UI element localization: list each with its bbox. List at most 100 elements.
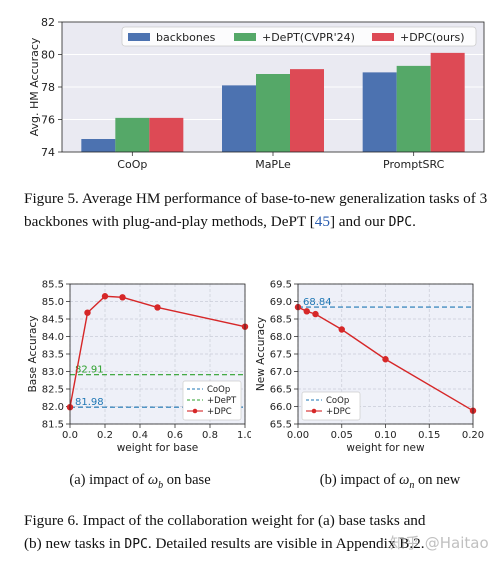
- data-point: [84, 309, 91, 316]
- ytick-label: 82.5: [42, 385, 64, 396]
- figure6-caption-tail: Appendix B.2.: [335, 534, 425, 552]
- bar-maple-2: [290, 69, 324, 152]
- legend-label: CoOp: [207, 385, 230, 395]
- figure6b-chart: 0.00 0.05 0.10 0.15 0.20 65.5 66.0 66.5 67.0 67.5…: [255, 280, 484, 455]
- legend-label: +DPC: [207, 407, 232, 417]
- data-point: [338, 326, 345, 333]
- plot-border: [61, 21, 485, 153]
- xtick-label: 0.8: [202, 430, 218, 441]
- ytick-label: 78: [41, 81, 55, 94]
- plot-border: [297, 283, 474, 425]
- data-point: [303, 308, 310, 315]
- xtick-label: 0.05: [331, 430, 353, 441]
- ytick-label: 68.5: [270, 315, 292, 326]
- legend-label: +DPC(ours): [400, 31, 465, 44]
- xtick-label: CoOp: [117, 158, 147, 171]
- figure6-caption-line2b: . Detailed results are visible in: [147, 534, 336, 552]
- xtick-label: PromptSRC: [383, 158, 445, 171]
- legend-swatch: [234, 33, 256, 41]
- figure5-caption-text: Average HM performance of base-to-new ge…: [24, 190, 488, 230]
- ytick-label: 85.0: [42, 297, 64, 308]
- ytick-label: 84.5: [42, 315, 64, 326]
- y-axis-label: New Accuracy: [255, 317, 267, 391]
- ytick-label: 76: [41, 114, 55, 127]
- figure6a-subcaption: (a) impact of ωb on base: [40, 472, 240, 491]
- legend-box: [182, 380, 242, 421]
- subcap-b-suffix: on new: [414, 472, 461, 488]
- hline-value-label: 81.98: [75, 397, 104, 408]
- xtick-label: MaPLe: [255, 158, 291, 171]
- figure5-caption-text2: ] and our: [329, 212, 389, 230]
- data-point: [119, 294, 126, 301]
- legend-label: +DPC: [326, 407, 351, 417]
- subcap-a-suffix: on base: [163, 472, 211, 488]
- figure5-caption-code: DPC: [388, 214, 413, 230]
- figure6a-chart: 0.0 0.2 0.4 0.6 0.8 1.0 81.5 82.0 82.5 83.0 83.5 84…: [27, 280, 251, 455]
- ytick-label: 85.5: [42, 280, 64, 291]
- bar-promptsrc-1: [396, 65, 431, 152]
- figure5-chart: 74 76 78 80 82 CoOp MaPLe PromptSRC Avg. HM Accu…: [28, 16, 485, 171]
- ytick-label: 82.0: [42, 402, 64, 413]
- legend: backbones +DePT(CVPR'24) +DPC(ours): [121, 26, 477, 47]
- y-axis-label: Avg. HM Accuracy: [28, 37, 41, 136]
- xtick-label: 0.20: [462, 430, 484, 441]
- legend: CoOp+DePT+DPC: [182, 380, 242, 421]
- legend: CoOp+DPC: [301, 391, 361, 421]
- watermark: 知乎 @Haitao: [390, 534, 489, 552]
- bar-maple-1: [256, 74, 290, 152]
- xtick-label: 0.6: [167, 430, 183, 441]
- legend-label: backbones: [156, 31, 216, 44]
- legend-marker: [192, 408, 198, 414]
- legend-box: [301, 391, 361, 421]
- bar-coop-2: [149, 117, 184, 152]
- x-axis-label: weight for base: [117, 442, 199, 454]
- ytick-label: 68.0: [270, 332, 292, 343]
- ytick-label: 84.0: [42, 332, 64, 343]
- xtick-label: 0.2: [97, 430, 113, 441]
- figure6-caption-line1: Figure 6. Impact of the collaboration we…: [24, 512, 426, 529]
- subcap-a-prefix: (a) impact of: [69, 472, 148, 488]
- series-line: [69, 295, 246, 408]
- xtick-label: 1.0: [237, 430, 251, 441]
- ytick-label: 74: [41, 146, 55, 159]
- x-axis-label: weight for new: [346, 442, 425, 454]
- bar-maple-0: [222, 85, 256, 152]
- data-point: [101, 293, 109, 300]
- xtick-label: 0.00: [287, 430, 309, 441]
- data-point: [382, 356, 389, 363]
- figure5-caption: Figure 5. Average HM performance of base…: [24, 188, 489, 234]
- ytick-label: 83.5: [42, 350, 64, 361]
- ytick-label: 80: [41, 49, 55, 62]
- hline-value-label: 82.91: [75, 365, 104, 376]
- ytick-label: 83.0: [42, 367, 64, 378]
- ytick-label: 67.0: [270, 367, 292, 378]
- legend-box: [121, 26, 477, 47]
- figure5-caption-label: Figure 5.: [24, 190, 79, 207]
- bar-promptsrc-2: [430, 52, 465, 152]
- plot-border: [69, 283, 246, 425]
- subcap-b-prefix: (b) impact of: [319, 472, 400, 488]
- figure6-caption-line2a: (b) new tasks in: [24, 534, 125, 552]
- figure6-caption-code: DPC: [124, 536, 148, 552]
- ytick-label: 67.5: [270, 350, 292, 361]
- ytick-label: 82: [41, 16, 55, 29]
- citation-link-45[interactable]: 45: [314, 212, 330, 230]
- ytick-label: 66.5: [270, 385, 292, 396]
- hline-value-label: 68.84: [303, 297, 332, 308]
- xtick-label: 0.0: [62, 430, 78, 441]
- subcap-b-sub: n: [409, 479, 415, 491]
- subcap-a-sub: b: [158, 479, 164, 491]
- subcap-a-symbol: ω: [147, 472, 159, 488]
- ytick-label: 65.5: [270, 420, 292, 431]
- xtick-label: 0.4: [132, 430, 148, 441]
- legend-swatch: [128, 33, 150, 41]
- ytick-label: 69.0: [270, 297, 292, 308]
- figure6b-subcaption: (b) impact of ωn on new: [290, 472, 490, 491]
- legend-label: CoOp: [326, 396, 349, 406]
- xtick-label: 0.15: [418, 430, 440, 441]
- data-point: [154, 304, 161, 311]
- data-point: [312, 310, 319, 318]
- bar-promptsrc-0: [362, 72, 397, 152]
- legend-label: +DePT: [207, 396, 237, 406]
- legend-swatch: [372, 33, 394, 41]
